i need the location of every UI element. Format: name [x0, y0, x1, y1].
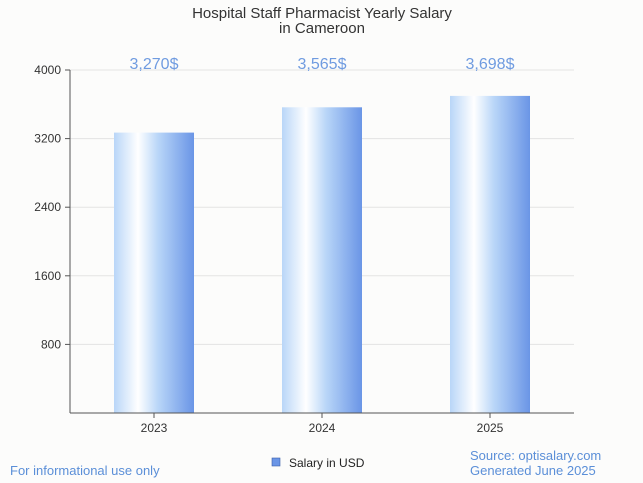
bar-2025 — [450, 95, 530, 414]
x-tick-label-2024: 2024 — [309, 421, 336, 435]
legend: Salary in USD — [271, 456, 365, 470]
y-tick-label: 1600 — [34, 269, 61, 283]
footer-generated: Generated June 2025 — [470, 463, 596, 478]
y-tick-label: 3200 — [34, 132, 61, 146]
data-label-2025: 3,698$ — [466, 56, 515, 73]
x-tick-label-2025: 2025 — [477, 421, 504, 435]
footer: For informational use only Source: optis… — [10, 448, 601, 478]
bar-2024 — [282, 107, 362, 414]
y-tick-label: 4000 — [34, 63, 61, 77]
data-label-2024: 3,565$ — [298, 56, 347, 73]
y-tick-label: 800 — [41, 337, 61, 351]
x-tick-labels: 2023 2024 2025 — [141, 413, 504, 435]
y-tick-label: 2400 — [34, 200, 61, 214]
bars — [114, 95, 530, 414]
chart-title-line-1: Hospital Staff Pharmacist Yearly Salary — [192, 5, 452, 22]
data-label-2023: 3,270$ — [130, 56, 179, 73]
footer-disclaimer: For informational use only — [10, 463, 160, 478]
legend-swatch — [271, 457, 281, 467]
chart-title-line-2: in Cameroon — [279, 20, 365, 37]
chart-title: Hospital Staff Pharmacist Yearly Salary … — [192, 5, 452, 37]
bar-2023 — [114, 132, 194, 413]
footer-source: Source: optisalary.com — [470, 448, 601, 463]
y-tick-labels: 800 1600 2400 3200 4000 — [34, 63, 61, 351]
data-labels: 3,270$ 3,565$ 3,698$ — [130, 56, 515, 73]
legend-label: Salary in USD — [289, 456, 365, 470]
x-tick-label-2023: 2023 — [141, 421, 168, 435]
